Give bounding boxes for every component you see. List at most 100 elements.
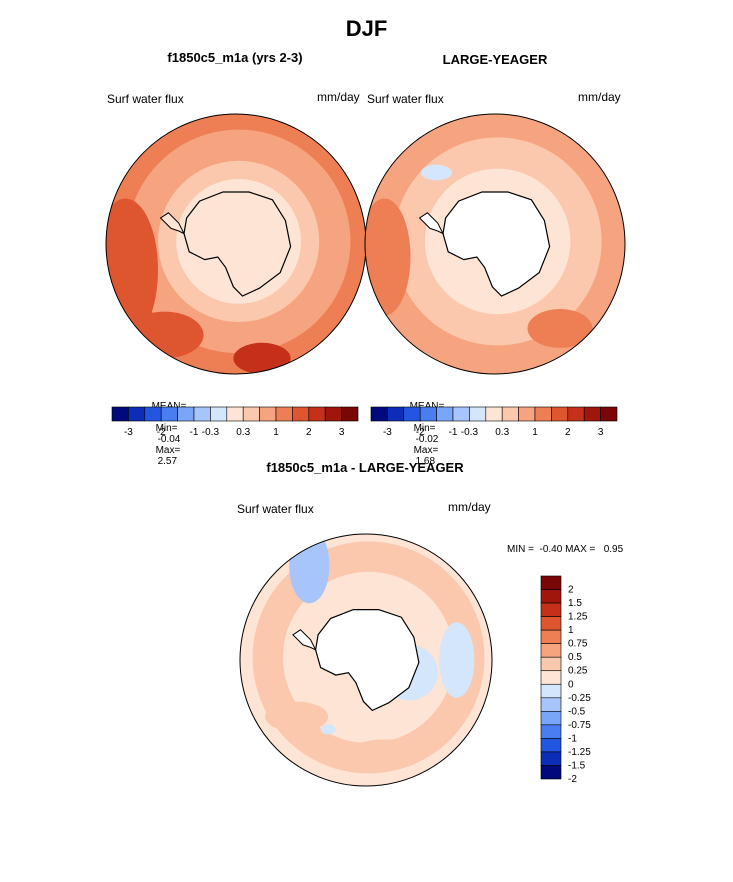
panel2-mean-label: MEAN= bbox=[409, 401, 445, 412]
colorbar-cell bbox=[540, 575, 562, 590]
colorbar-tick-label: -1.5 bbox=[568, 760, 586, 771]
colorbar-cell bbox=[387, 406, 405, 422]
colorbar-cell bbox=[501, 406, 519, 422]
panel2-max: 1.68 bbox=[415, 456, 436, 467]
colorbar-tick-label: 2 bbox=[306, 427, 312, 438]
colorbar-tick-label: -1 bbox=[190, 427, 199, 438]
colorbar-3: 2 1.5 1.25 1 0.75 0.5 0.25 0 -0.25 -0.5 -0.75 -1 -1.… bbox=[540, 575, 591, 785]
colorbar-tick-label: 0.75 bbox=[568, 639, 588, 650]
colorbar-tick-label: -0.5 bbox=[568, 706, 586, 717]
antarctica-coastline bbox=[314, 609, 420, 712]
colorbar-cell bbox=[160, 406, 178, 422]
colorbar-cell bbox=[469, 406, 487, 422]
field-patch bbox=[527, 309, 593, 348]
panel2-left-label: Surf water flux bbox=[367, 92, 444, 106]
colorbar-tick-label: -1.25 bbox=[568, 747, 591, 758]
panel1-title: f1850c5_m1a (yrs 2-3) bbox=[167, 50, 303, 65]
panel2-max-label: Max= bbox=[413, 445, 439, 456]
figure-title: DJF bbox=[345, 16, 388, 41]
panel2-min: -0.02 bbox=[415, 434, 439, 445]
colorbar-cell bbox=[259, 406, 277, 422]
colorbar-cell bbox=[210, 406, 228, 422]
colorbar-tick-label: 2 bbox=[568, 585, 574, 596]
colorbar-cell bbox=[193, 406, 211, 422]
antarctica-coastline bbox=[183, 191, 292, 297]
colorbar-cell bbox=[540, 656, 562, 672]
colorbar-cell bbox=[226, 406, 244, 422]
panel1-mean-label: MEAN= bbox=[151, 401, 187, 412]
colorbar-cell bbox=[485, 406, 503, 422]
colorbar-cell bbox=[177, 406, 195, 422]
colorbar-tick-label: 0.5 bbox=[568, 652, 582, 663]
colorbar-tick-label: 3 bbox=[598, 427, 604, 438]
colorbar-cell bbox=[540, 697, 562, 712]
colorbar-tick-label: 1.5 bbox=[568, 598, 582, 609]
colorbar-2: -3 -2 -1 -0.3 0.3 1 2 3 bbox=[370, 406, 618, 438]
colorbar-cell bbox=[540, 751, 562, 766]
colorbar-cell bbox=[534, 406, 552, 422]
antarctica-coastline bbox=[442, 191, 551, 297]
colorbar-tick-label: 3 bbox=[339, 427, 345, 438]
colorbar-cell bbox=[540, 683, 562, 699]
map-panel-2 bbox=[364, 113, 626, 375]
colorbar-tick-label: 1 bbox=[568, 625, 574, 636]
field-patch bbox=[320, 724, 336, 735]
field-patch bbox=[233, 342, 291, 374]
colorbar-tick-label: 0.3 bbox=[236, 427, 250, 438]
panel2-title: LARGE-YEAGER bbox=[442, 52, 548, 67]
colorbar-cell bbox=[144, 406, 162, 422]
colorbar-tick-label: -1 bbox=[568, 733, 577, 744]
colorbar-1: -3 -2 -1 -0.3 0.3 1 2 3 bbox=[111, 406, 359, 438]
colorbar-tick-label: -0.3 bbox=[202, 427, 220, 438]
colorbar-tick-label: 2 bbox=[565, 427, 571, 438]
map-border bbox=[364, 113, 626, 375]
colorbar-cell bbox=[540, 765, 562, 780]
panel3-title: f1850c5_m1a - LARGE-YEAGER bbox=[266, 460, 464, 475]
colorbar-tick-label: 0.25 bbox=[568, 666, 588, 677]
colorbar-tick-label: -1 bbox=[449, 427, 458, 438]
peninsula-coastline bbox=[292, 629, 317, 652]
colorbar-cell bbox=[540, 643, 562, 658]
colorbar-cell bbox=[600, 406, 618, 422]
panel1-right-label: mm/day bbox=[317, 90, 360, 104]
panel1-min: -0.04 bbox=[157, 434, 181, 445]
colorbar-cell bbox=[540, 616, 562, 631]
colorbar-cell bbox=[567, 406, 585, 422]
colorbar-cell bbox=[370, 406, 388, 422]
map-border bbox=[239, 533, 493, 787]
colorbar-cell bbox=[540, 629, 562, 644]
colorbar-tick-label: -0.25 bbox=[568, 693, 591, 704]
colorbar-tick-label: -3 bbox=[383, 427, 392, 438]
colorbar-tick-label: -0.75 bbox=[568, 720, 591, 731]
colorbar-cell bbox=[341, 406, 359, 422]
colorbar-tick-label: 1.25 bbox=[568, 612, 588, 623]
colorbar-cell bbox=[540, 602, 562, 617]
colorbar-cell bbox=[111, 406, 129, 422]
colorbar-cell bbox=[540, 711, 562, 726]
panel3-range: MIN = -0.40 MAX = 0.95 bbox=[507, 544, 624, 555]
panel3-left-label: Surf water flux bbox=[237, 502, 314, 516]
panel1-left-label: Surf water flux bbox=[107, 92, 184, 106]
panel2-right-label: mm/day bbox=[578, 90, 621, 104]
colorbar-cell bbox=[518, 406, 536, 422]
panel1-max-label: Max= bbox=[155, 445, 181, 456]
map-panel-3 bbox=[239, 533, 493, 787]
colorbar-tick-label: 0.3 bbox=[495, 427, 509, 438]
panel1-max: 2.57 bbox=[157, 456, 178, 467]
colorbar-cell bbox=[308, 406, 326, 422]
field-patch bbox=[265, 701, 329, 732]
colorbar-cell bbox=[452, 406, 470, 422]
peninsula-coastline bbox=[418, 212, 445, 235]
colorbar-cell bbox=[275, 406, 293, 422]
colorbar-tick-label: -2 bbox=[157, 427, 166, 438]
colorbar-cell bbox=[551, 406, 569, 422]
field-patch bbox=[439, 622, 475, 698]
colorbar-tick-label: -2 bbox=[416, 427, 425, 438]
colorbar-cell bbox=[540, 670, 562, 685]
colorbar-cell bbox=[540, 589, 562, 604]
colorbar-cell bbox=[292, 406, 310, 422]
colorbar-cell bbox=[540, 724, 562, 739]
colorbar-cell bbox=[583, 406, 601, 422]
colorbar-tick-label: -2 bbox=[568, 774, 577, 785]
